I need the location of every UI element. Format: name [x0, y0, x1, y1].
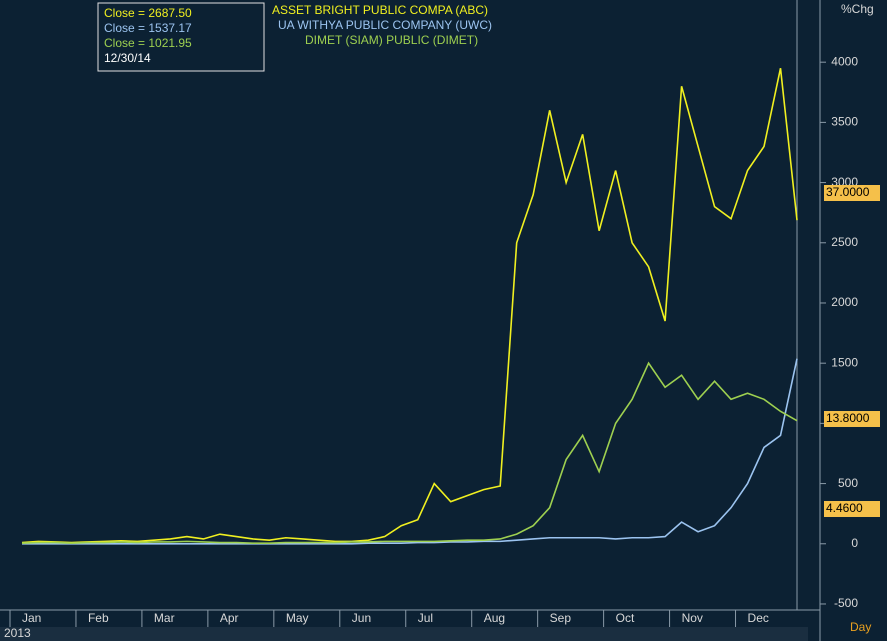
x-tick-label: Nov	[682, 611, 703, 625]
legend-entry: UA WITHYA PUBLIC COMPANY (UWC)	[278, 18, 492, 32]
x-tick-label: Jul	[418, 611, 433, 625]
year-band	[0, 627, 808, 641]
y-tick-label: 500	[838, 476, 858, 490]
y-tick-label: 2000	[831, 295, 858, 309]
price-box	[824, 411, 880, 427]
x-axis-label: Day	[850, 620, 871, 634]
legend-entry: ASSET BRIGHT PUBLIC COMPA (ABC)	[272, 3, 488, 17]
x-tick-label: Sep	[550, 611, 572, 625]
series-line	[21, 68, 798, 544]
x-tick-label: May	[286, 611, 309, 625]
price-label: 4.4600	[826, 501, 863, 515]
x-tick-label: Jun	[352, 611, 371, 625]
legend-box	[97, 2, 265, 72]
x-tick-label: Jan	[22, 611, 41, 625]
y-tick-label: 3500	[831, 115, 858, 129]
price-label: 37.0000	[826, 185, 870, 199]
x-tick-label: Apr	[220, 611, 239, 625]
price-box	[824, 501, 880, 517]
x-tick-label: Feb	[88, 611, 109, 625]
close-label: Close = 2687.50	[104, 6, 192, 20]
price-label: 13.8000	[826, 411, 870, 425]
year-label: 2013	[4, 626, 31, 640]
y-tick-label: 4000	[831, 54, 858, 68]
close-label: Close = 1021.95	[104, 36, 192, 50]
series-line	[22, 358, 798, 545]
date-label: 12/30/14	[104, 51, 151, 65]
y-tick-label: 0	[851, 536, 858, 550]
x-tick-label: Mar	[154, 611, 175, 625]
y-tick-label: -500	[834, 596, 858, 610]
price-box	[824, 185, 880, 201]
close-label: Close = 1537.17	[104, 21, 192, 35]
y-tick-label: 1500	[831, 355, 858, 369]
y-tick-label: 2500	[831, 235, 858, 249]
x-tick-label: Dec	[748, 611, 769, 625]
legend-entry: DIMET (SIAM) PUBLIC (DIMET)	[305, 33, 478, 47]
x-tick-label: Aug	[484, 611, 505, 625]
x-tick-label: Oct	[616, 611, 635, 625]
series-line	[21, 361, 798, 544]
y-axis-label: %Chg	[841, 2, 874, 16]
